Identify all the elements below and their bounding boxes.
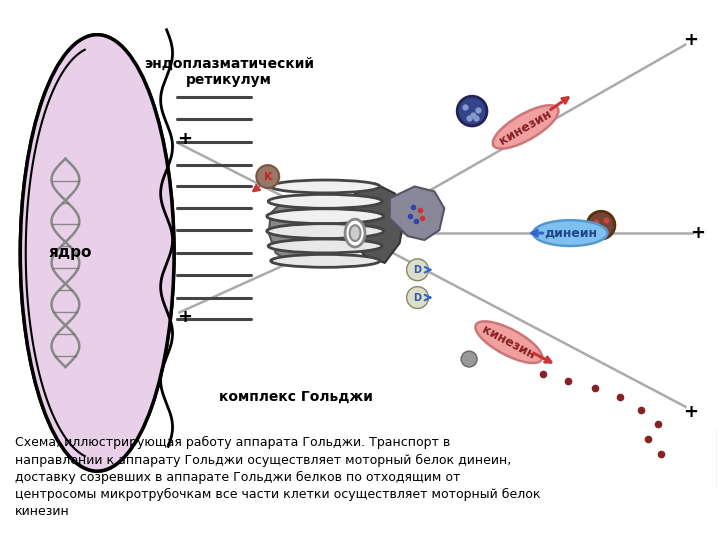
Ellipse shape <box>20 35 174 471</box>
Text: эндоплазматический
ретикулум: эндоплазматический ретикулум <box>144 56 314 86</box>
Text: +: + <box>177 308 192 326</box>
Ellipse shape <box>533 220 608 246</box>
Ellipse shape <box>267 224 384 239</box>
Text: кинезин: кинезин <box>498 107 554 147</box>
Text: D: D <box>413 293 421 302</box>
Text: D: D <box>413 265 421 275</box>
Polygon shape <box>269 198 310 263</box>
Ellipse shape <box>267 209 384 224</box>
Polygon shape <box>717 18 720 488</box>
Polygon shape <box>390 186 444 240</box>
Polygon shape <box>350 184 405 263</box>
Text: +: + <box>683 403 698 421</box>
Ellipse shape <box>271 254 380 267</box>
Ellipse shape <box>407 287 428 308</box>
Ellipse shape <box>256 165 279 188</box>
Text: +: + <box>683 31 698 49</box>
Ellipse shape <box>20 35 174 471</box>
Text: комплекс Гольджи: комплекс Гольджи <box>219 390 372 404</box>
Ellipse shape <box>269 194 382 208</box>
Text: кинезин: кинезин <box>480 323 538 362</box>
Text: ядро: ядро <box>49 245 92 260</box>
Text: Схема, иллюстрирующая работу аппарата Гольджи. Транспорт в
направлении к аппарат: Схема, иллюстрирующая работу аппарата Го… <box>15 436 540 518</box>
Text: +: + <box>690 224 705 242</box>
Ellipse shape <box>345 219 365 247</box>
Ellipse shape <box>271 180 380 193</box>
Ellipse shape <box>492 105 559 148</box>
Ellipse shape <box>587 211 615 239</box>
Text: +: + <box>177 130 192 148</box>
Ellipse shape <box>269 239 382 253</box>
Text: динеин: динеин <box>544 227 597 240</box>
Ellipse shape <box>350 225 361 241</box>
Text: K: K <box>264 172 272 181</box>
Ellipse shape <box>462 351 477 367</box>
Ellipse shape <box>457 96 487 126</box>
Ellipse shape <box>407 259 428 281</box>
Ellipse shape <box>475 321 542 363</box>
